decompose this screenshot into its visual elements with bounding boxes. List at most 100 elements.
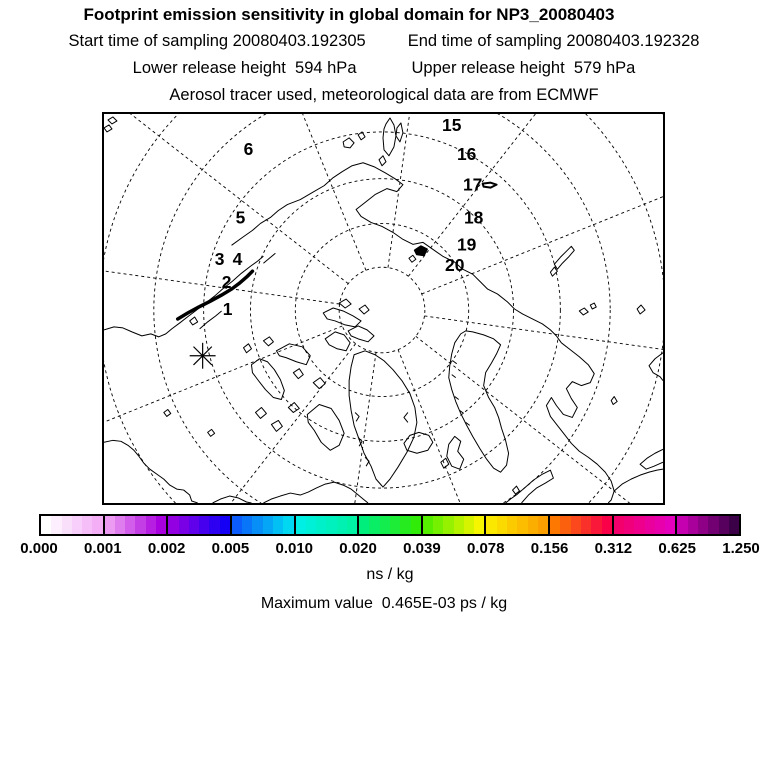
- asterisk-spoke: [193, 346, 213, 366]
- station-asterisk-marker: [189, 342, 216, 369]
- coastline-path: [446, 435, 465, 470]
- coastline-path: [275, 343, 311, 366]
- colorbar-cell: [550, 516, 561, 534]
- colorbar-cell: [580, 516, 592, 534]
- coastline-path: [306, 404, 345, 451]
- colorbar-cell: [273, 516, 284, 534]
- upper-release-text: Upper release height 579 hPa: [411, 59, 636, 77]
- coastline-path: [545, 342, 615, 503]
- colorbar-cell: [654, 516, 666, 534]
- coastline-path: [395, 122, 404, 143]
- colorbar-cell: [665, 516, 676, 534]
- colorbar-cell: [517, 516, 528, 534]
- sampling-times-line: Start time of sampling 20080403.192305 E…: [0, 32, 768, 51]
- colorbar-cell: [41, 516, 52, 534]
- colorbar-cell: [92, 516, 103, 534]
- colorbar-segment: [293, 516, 358, 534]
- meridian-line: [104, 325, 343, 423]
- coastline-path: [357, 436, 363, 447]
- colorbar-cell: [560, 516, 571, 534]
- colorbar-cell: [114, 516, 126, 534]
- coastline-path: [403, 412, 409, 423]
- coastline-path: [348, 350, 418, 488]
- coastline-path: [104, 255, 264, 338]
- track-point-label: 3: [215, 249, 225, 269]
- track-point-label: 1: [223, 299, 233, 319]
- colorbar-cell: [231, 516, 243, 534]
- coastline-path: [382, 117, 397, 157]
- colorbar-tick: 0.020: [339, 540, 377, 557]
- colorbar-segment: [420, 516, 485, 534]
- coastline-path: [512, 485, 521, 495]
- colorbar-cell: [728, 516, 740, 534]
- colorbar-cell: [624, 516, 635, 534]
- colorbar-segment: [166, 516, 230, 534]
- track-point-label: 4: [233, 249, 243, 269]
- track-point-label: 2: [222, 272, 232, 292]
- colorbar-tick: 0.625: [658, 540, 696, 557]
- coastline-path: [212, 495, 252, 503]
- colorbar-cell: [379, 516, 391, 534]
- colorbar-cell: [168, 516, 179, 534]
- colorbar-cell: [644, 516, 655, 534]
- coastline-path: [452, 360, 458, 365]
- colorbar-cell: [305, 516, 317, 534]
- coastline-path: [636, 304, 646, 315]
- end-time-text: End time of sampling 20080403.192328: [407, 32, 700, 50]
- colorbar-tick: 1.250: [722, 540, 760, 557]
- coastline-path: [553, 245, 575, 270]
- start-time-text: Start time of sampling 20080403.192305: [68, 32, 366, 50]
- colorbar-cell: [359, 516, 370, 534]
- coastline-path: [459, 410, 465, 414]
- colorbar-cell: [708, 516, 719, 534]
- tracer-note: Aerosol tracer used, meteorological data…: [169, 86, 599, 104]
- colorbar-cell: [283, 516, 294, 534]
- colorbar-tick: 0.001: [84, 540, 122, 557]
- flight-track-line: [175, 269, 255, 321]
- colorbar-segment: [484, 516, 549, 534]
- coastline-path: [163, 408, 172, 417]
- coastline-path: [648, 352, 663, 381]
- coastline-path: [505, 469, 554, 503]
- coastline-path: [465, 422, 470, 426]
- colorbar-cell: [507, 516, 518, 534]
- colorbar-segment: [229, 516, 294, 534]
- colorbar-cell: [209, 516, 220, 534]
- coastlines: [104, 116, 663, 503]
- coastline-path: [549, 266, 558, 277]
- colorbar-tick-labels: 0.000 0.001 0.002 0.005 0.010 0.020 0.039 0.078…: [0, 540, 768, 558]
- release-heights-line: Lower release height 594 hPa Upper relea…: [0, 59, 768, 78]
- coastline-path: [254, 406, 267, 419]
- coastline-path: [324, 331, 351, 352]
- colorbar-cell: [295, 516, 306, 534]
- colorbar-cell: [369, 516, 380, 534]
- colorbar-cell: [51, 516, 62, 534]
- colorbar-segment: [548, 516, 612, 534]
- coastline-path: [104, 439, 198, 503]
- meridian-line: [302, 114, 367, 271]
- colorbar-tick: 0.078: [466, 540, 505, 557]
- coastline-path: [589, 302, 597, 310]
- coastline-path: [207, 428, 216, 437]
- track-point-label: 5: [236, 207, 246, 227]
- colorbar-segment: [357, 516, 421, 534]
- colorbar-cell: [443, 516, 454, 534]
- coastline-path: [287, 402, 300, 413]
- coastline-path: [263, 481, 369, 503]
- colorbar-cell: [82, 516, 93, 534]
- coastline-path: [322, 307, 362, 328]
- track-point-label: 20: [445, 255, 464, 275]
- coastline-path: [440, 457, 450, 469]
- latitude-circle: [203, 131, 561, 489]
- colorbar-segment: [41, 516, 103, 534]
- colorbar-tick: 0.002: [147, 540, 186, 557]
- colorbar-cell: [433, 516, 444, 534]
- meridian-line: [230, 343, 356, 503]
- colorbar-cell: [422, 516, 434, 534]
- coastline-path: [231, 162, 562, 344]
- track-point-label: 19: [457, 234, 477, 254]
- colorbar-cell: [527, 516, 538, 534]
- coastline-path: [347, 325, 375, 343]
- lower-release-text: Lower release height 594 hPa: [132, 59, 357, 77]
